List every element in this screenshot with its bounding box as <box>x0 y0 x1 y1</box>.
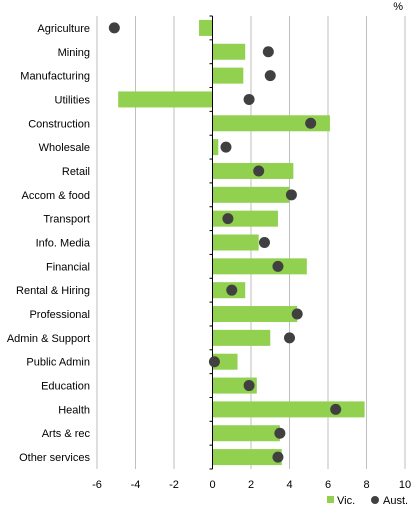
x-tick-label: 2 <box>248 479 254 491</box>
x-tick-label: 10 <box>399 479 411 491</box>
legend-label-vic: Vic. <box>337 495 355 507</box>
unit-label: % <box>393 1 403 13</box>
category-label: Health <box>58 404 90 416</box>
bar-manufacturing <box>212 67 244 84</box>
marker-education <box>243 380 255 392</box>
marker-financial <box>272 260 284 272</box>
category-label: Arts & rec <box>42 428 91 440</box>
bar-mining <box>212 43 246 60</box>
bar-public-admin <box>212 353 238 370</box>
category-label: Wholesale <box>39 142 90 154</box>
marker-other-services <box>272 451 284 463</box>
marker-construction <box>305 117 317 129</box>
bar-health <box>212 401 365 418</box>
legend-label-aust: Aust. <box>383 495 408 507</box>
marker-transport <box>222 213 234 225</box>
marker-arts-rec <box>274 427 286 439</box>
bar-accom-food <box>212 186 290 203</box>
category-label: Agriculture <box>37 23 90 35</box>
x-tick-label: -2 <box>169 479 179 491</box>
x-tick-label: -6 <box>92 479 102 491</box>
bar-professional <box>212 306 298 323</box>
category-label: Mining <box>58 47 90 59</box>
marker-agriculture <box>108 22 120 34</box>
tick-labels: -6 -4 -2 0 2 4 6 8 10 <box>92 479 411 491</box>
category-label: Accom & food <box>22 190 90 202</box>
bar-financial <box>212 258 307 275</box>
bars <box>118 19 365 466</box>
bar-transport <box>212 210 278 227</box>
marker-manufacturing <box>264 70 276 82</box>
bar-admin-support <box>212 329 271 346</box>
marker-admin-support <box>284 332 295 344</box>
bar-retail <box>212 162 294 179</box>
bar-arts-rec <box>212 425 280 442</box>
category-labels: Agriculture Mining Manufacturing Utilities C… <box>7 23 91 464</box>
bar-info-media <box>212 234 259 251</box>
marker-mining <box>262 46 274 58</box>
x-tick-label: 6 <box>325 479 331 491</box>
bar-other-services <box>212 449 282 466</box>
marker-public-admin <box>208 356 220 368</box>
bar-agriculture <box>199 19 213 36</box>
x-tick-label: 4 <box>286 479 292 491</box>
legend: Vic. Aust. <box>327 495 408 507</box>
category-label: Admin & Support <box>7 333 90 345</box>
category-label: Utilities <box>55 94 91 106</box>
category-label: Education <box>41 381 90 393</box>
x-tick-label: 0 <box>209 479 215 491</box>
markers <box>108 22 342 463</box>
category-label: Rental & Hiring <box>16 285 90 297</box>
category-label: Retail <box>62 166 90 178</box>
marker-retail <box>253 165 265 177</box>
category-label: Manufacturing <box>20 71 90 83</box>
x-tick-label: -4 <box>131 479 141 491</box>
category-label: Other services <box>19 452 90 464</box>
category-label: Financial <box>46 261 90 273</box>
zero-axis <box>209 15 213 470</box>
bar-construction <box>212 115 330 132</box>
marker-info-media <box>258 237 270 248</box>
marker-accom-food <box>285 189 297 201</box>
bar-utilities <box>118 91 213 108</box>
marker-utilities <box>243 93 255 105</box>
category-label: Professional <box>29 309 90 321</box>
legend-swatch-aust <box>371 496 379 504</box>
marker-professional <box>291 308 303 320</box>
category-label: Public Admin <box>26 357 90 369</box>
category-label: Info. Media <box>36 238 91 250</box>
marker-rental-hiring <box>226 284 238 296</box>
bar-wholesale <box>212 139 219 156</box>
category-label: Construction <box>28 118 90 130</box>
marker-wholesale <box>220 141 232 153</box>
x-tick-label: 8 <box>363 479 369 491</box>
marker-health <box>330 403 342 415</box>
legend-swatch-vic <box>327 496 334 503</box>
category-label: Transport <box>43 214 90 226</box>
